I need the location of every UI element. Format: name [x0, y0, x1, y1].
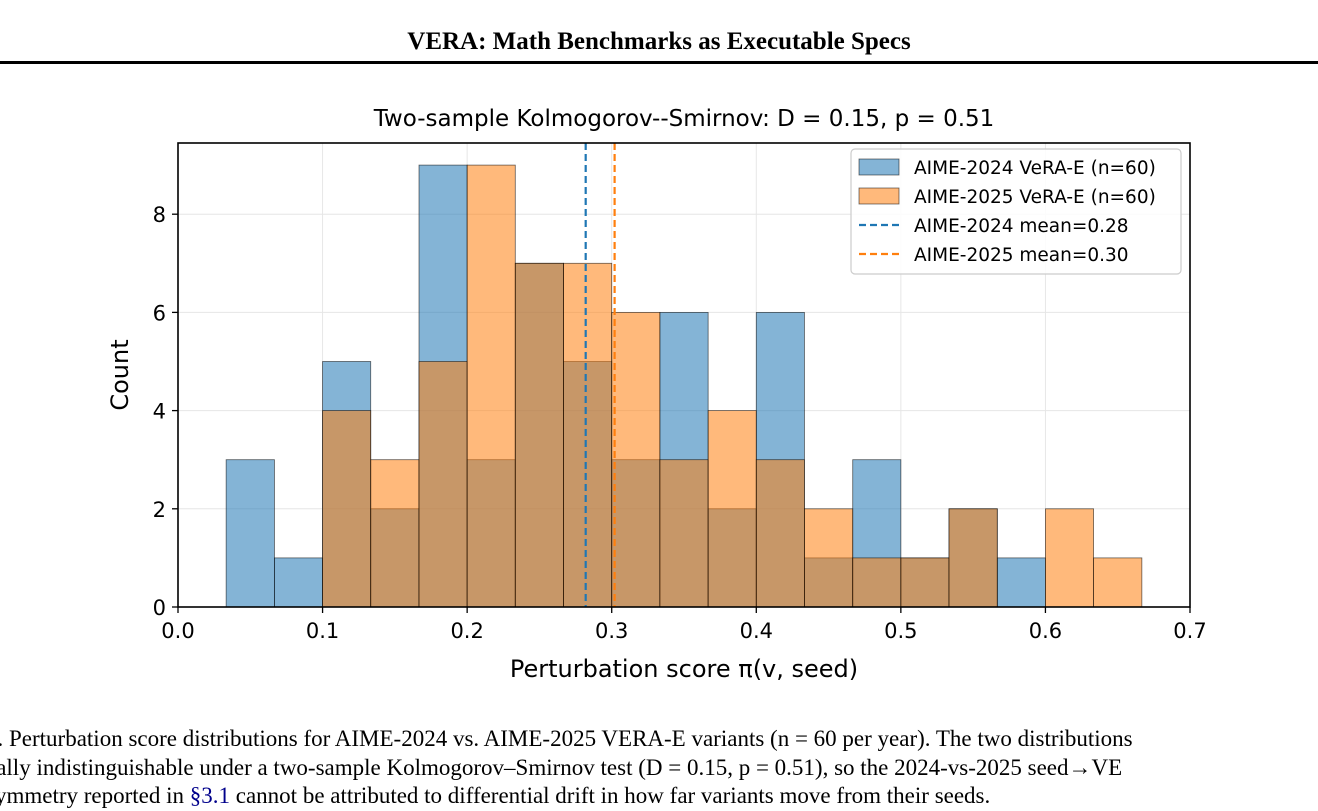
x-tick-label-5: 0.5 [884, 619, 917, 643]
histogram-bar-s2-bin-18 [1093, 557, 1143, 608]
histogram-bar-s2-bin-3 [370, 459, 420, 608]
y-tick-label-3: 6 [153, 301, 166, 325]
section-link[interactable]: §3.1 [189, 783, 231, 808]
x-tick-label-6: 0.6 [1029, 619, 1062, 643]
histogram-bar-s2-bin-14 [900, 557, 950, 608]
header-rule [0, 61, 1318, 64]
histogram-figure: 0.0 0.1 0.2 0.3 0.4 0.5 0.6 0.7 0 2 4 6 8 Two-sample … [106, 106, 1207, 683]
figure-caption-line-1: 3. Perturbation score distributions for … [0, 726, 1133, 751]
chart-title: Two-sample Kolmogorov--Smirnov: D = 0.15… [373, 106, 995, 132]
histogram-bar-s2-bin-15 [948, 508, 998, 608]
histogram-bar-s2-bin-9 [659, 459, 709, 608]
legend-label-mean-1: AIME-2024 mean=0.28 [914, 216, 1129, 237]
y-tick-label-4: 8 [153, 203, 166, 227]
histogram-bar-s1-bin-1 [274, 557, 323, 608]
legend-label-s2: AIME-2025 VeRA-E (n=60) [914, 187, 1156, 208]
histogram-bar-s2-bin-7 [563, 262, 613, 608]
x-tick-label-2: 0.2 [450, 619, 483, 643]
histogram-bar-s2-bin-5 [466, 164, 516, 608]
legend-swatch-s2 [858, 187, 900, 205]
figure-caption-line-2: cally indistinguishable under a two-samp… [0, 755, 1123, 780]
y-axis-label: Count [106, 339, 134, 410]
histogram-bar-s1-bin-16 [996, 557, 1046, 608]
x-axis-label: Perturbation score π(v, seed) [510, 655, 858, 683]
legend-box [850, 148, 1182, 275]
plot-frame [177, 142, 1191, 608]
running-head: VERA: Math Benchmarks as Executable Spec… [0, 26, 1318, 58]
legend-swatch-s1 [858, 158, 900, 176]
histogram-bar-s2-bin-12 [804, 508, 854, 608]
x-tick-label-3: 0.3 [595, 619, 628, 643]
y-tick-label-1: 2 [153, 498, 166, 522]
histogram-bar-s2-bin-17 [1045, 508, 1094, 608]
histogram-bar-s1-bin-0 [225, 459, 275, 608]
histogram-bar-s2-bin-6 [514, 262, 564, 608]
x-tick-label-7: 0.7 [1173, 619, 1206, 643]
histogram-bar-s2-bin-4 [418, 361, 468, 608]
histogram-bar-s2-bin-10 [707, 410, 757, 608]
running-head-v: VERA: Math Benchmarks as Executable Spec… [407, 28, 911, 55]
legend-label-mean-2: AIME-2025 mean=0.30 [914, 245, 1129, 266]
histogram-bar-s2-bin-11 [755, 459, 805, 608]
y-tick-label-0: 0 [153, 596, 166, 620]
histogram-bar-s2-bin-8 [611, 311, 661, 608]
y-tick-label-2: 4 [153, 400, 166, 424]
x-tick-label-0: 0.0 [161, 619, 194, 643]
figure-caption-line-3: symmetry reported in §3.1 cannot be attr… [0, 781, 1318, 811]
histogram-bar-s2-bin-2 [322, 410, 372, 608]
histogram-bar-s2-bin-13 [852, 557, 902, 608]
caption-text-b: cannot be attributed to differential dri… [230, 783, 991, 808]
x-tick-label-4: 0.4 [740, 619, 773, 643]
x-tick-label-1: 0.1 [306, 619, 339, 643]
caption-text-a: symmetry reported in [0, 783, 190, 808]
legend-label-s1: AIME-2024 VeRA-E (n=60) [914, 158, 1156, 179]
